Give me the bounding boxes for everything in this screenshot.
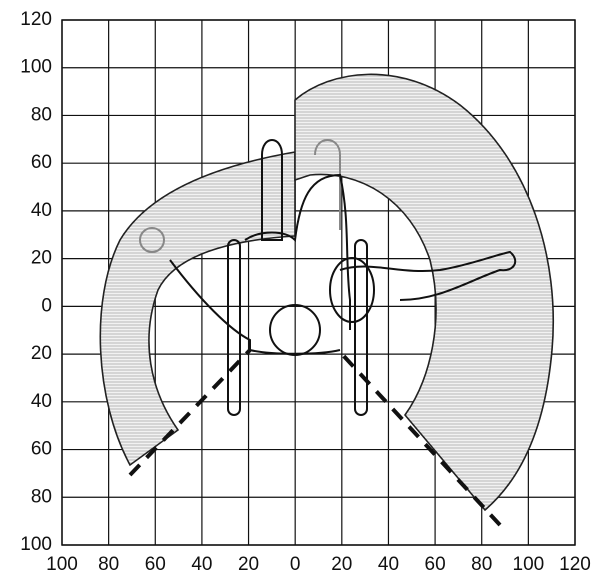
right-arm <box>339 250 517 301</box>
wheelchair-user <box>139 139 517 416</box>
x-tick-label: 120 <box>559 554 591 575</box>
y-tick-label: 40 <box>31 391 52 412</box>
x-tick-label: 100 <box>46 554 78 575</box>
x-tick-label: 100 <box>513 554 545 575</box>
left-envelope <box>99 151 296 467</box>
y-tick-label: 60 <box>31 152 52 173</box>
right-wheel <box>354 239 368 416</box>
y-tick-label: 0 <box>41 295 52 316</box>
reach-envelopes <box>99 73 555 512</box>
reach-limit-lines <box>128 348 502 527</box>
x-tick-label: 20 <box>331 554 352 575</box>
left-hand <box>139 227 165 253</box>
hand <box>329 257 375 323</box>
x-tick-label: 40 <box>378 554 399 575</box>
right-foot <box>314 139 341 230</box>
x-tick-label: 60 <box>145 554 166 575</box>
y-tick-label: 40 <box>31 200 52 221</box>
y-tick-label: 100 <box>20 534 52 555</box>
y-tick-label: 20 <box>31 248 52 269</box>
left-arm <box>169 259 341 355</box>
y-tick-label: 80 <box>31 104 52 125</box>
x-tick-label: 60 <box>425 554 446 575</box>
x-tick-label: 40 <box>191 554 212 575</box>
left-foot <box>261 139 283 241</box>
y-tick-label: 120 <box>20 9 52 30</box>
y-tick-label: 80 <box>31 486 52 507</box>
left-limit <box>128 348 252 477</box>
x-tick-label: 0 <box>290 554 301 575</box>
y-tick-label: 60 <box>31 439 52 460</box>
x-tick-label: 80 <box>98 554 119 575</box>
x-tick-label: 20 <box>238 554 259 575</box>
y-tick-label: 20 <box>31 343 52 364</box>
left-wheel <box>227 239 241 416</box>
right-envelope <box>294 73 555 512</box>
y-tick-label: 100 <box>20 57 52 78</box>
x-tick-label: 80 <box>471 554 492 575</box>
head <box>269 304 321 356</box>
right-limit <box>338 350 502 527</box>
